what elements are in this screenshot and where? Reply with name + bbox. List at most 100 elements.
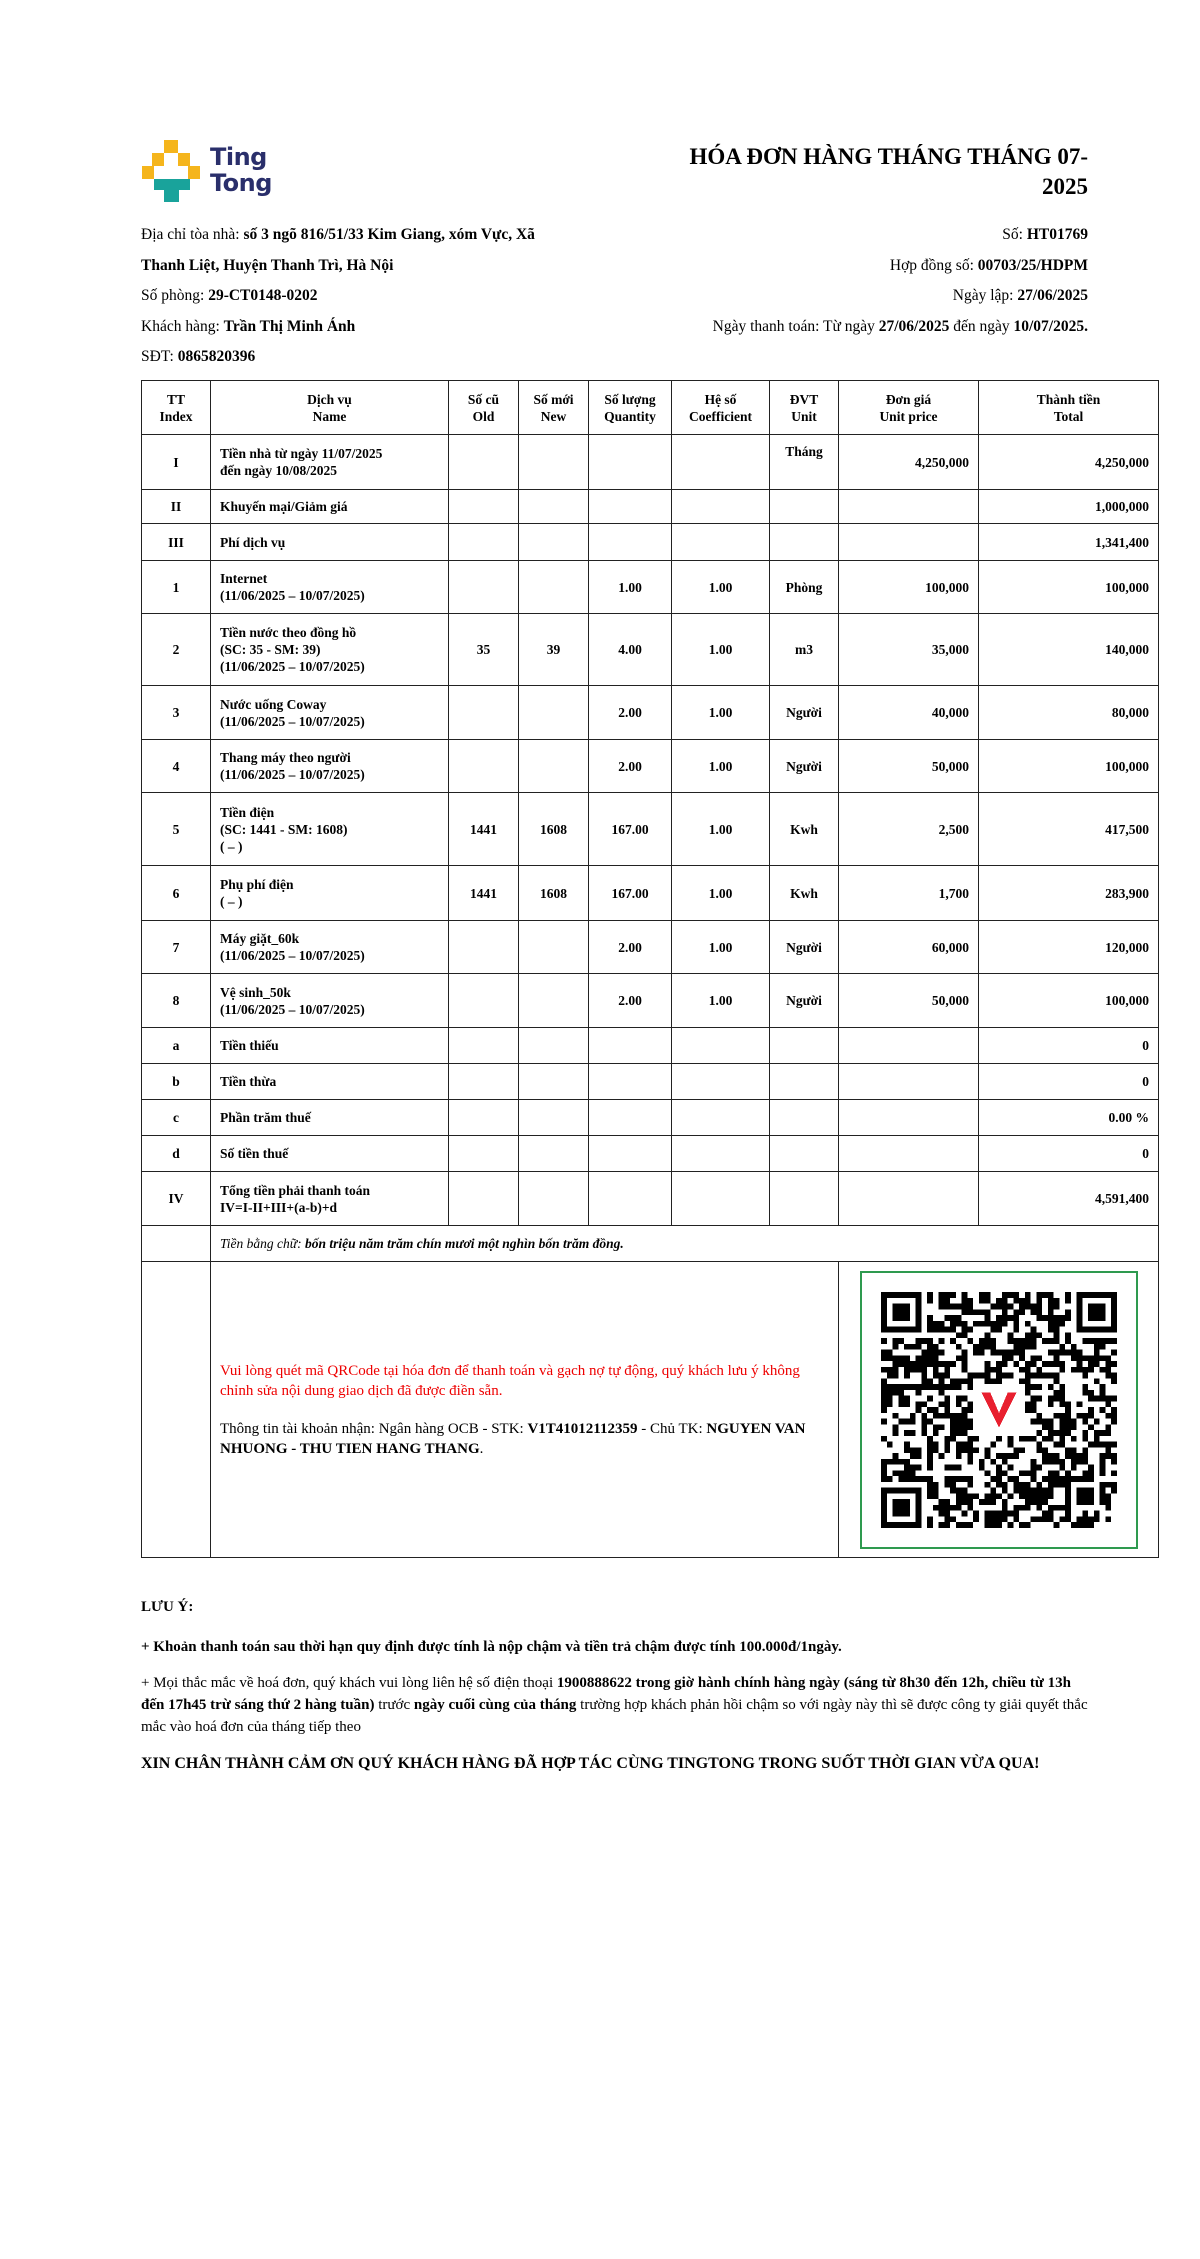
quantity: 2.00	[588, 739, 672, 793]
old-reading: 35	[448, 613, 519, 686]
unit-price: 1,700	[838, 865, 979, 921]
table-row: 8 Vệ sinh_50k (11/06/2025 – 10/07/2025) 2…	[141, 973, 1159, 1028]
service-name: Tiền nhà từ ngày 11/07/2025 đến ngày 10/0…	[210, 434, 449, 490]
coefficient	[671, 1063, 770, 1100]
old-reading	[448, 523, 519, 561]
quantity: 2.00	[588, 685, 672, 740]
address-line-2: Thanh Liệt, Huyện Thanh Trì, Hà Nội	[141, 257, 394, 274]
row-index: a	[141, 1027, 211, 1064]
new-reading	[518, 560, 589, 614]
quantity	[588, 489, 672, 524]
address-line-1: Địa chỉ tòa nhà: số 3 ngõ 816/51/33 Kim …	[141, 226, 535, 243]
quantity	[588, 1171, 672, 1226]
unit: Người	[769, 920, 839, 974]
total: 1,341,400	[978, 523, 1159, 561]
column-header: Số mới New	[518, 380, 589, 435]
inquiry-note: + Mọi thắc mắc về hoá đơn, quý khách vui…	[141, 1675, 1088, 1735]
unit: m3	[769, 613, 839, 686]
unit: Kwh	[769, 792, 839, 866]
row-index: 5	[141, 792, 211, 866]
unit	[769, 1027, 839, 1064]
column-header: Thành tiền Total	[978, 380, 1159, 435]
unit-price: 35,000	[838, 613, 979, 686]
account-info: Thông tin tài khoản nhận: Ngân hàng OCB …	[220, 1420, 806, 1457]
unit-price	[838, 1063, 979, 1100]
service-name: Số tiền thuế	[210, 1135, 449, 1172]
old-reading	[448, 489, 519, 524]
new-reading	[518, 973, 589, 1028]
new-reading: 1608	[518, 792, 589, 866]
quantity	[588, 1027, 672, 1064]
invoice-number: Số: HT01769	[1002, 226, 1088, 243]
coefficient: 1.00	[671, 613, 770, 686]
unit	[769, 523, 839, 561]
new-reading	[518, 739, 589, 793]
column-header: Số lượng Quantity	[588, 380, 672, 435]
coefficient: 1.00	[671, 792, 770, 866]
total: 0	[978, 1027, 1159, 1064]
new-reading	[518, 1135, 589, 1172]
issue-date: Ngày lập: 27/06/2025	[952, 287, 1088, 304]
notes-heading: LƯU Ý:	[141, 1599, 194, 1615]
row-index: 6	[141, 865, 211, 921]
row-index: 8	[141, 973, 211, 1028]
unit-price	[838, 1135, 979, 1172]
service-name: Máy giặt_60k (11/06/2025 – 10/07/2025)	[210, 920, 449, 974]
column-header: Số cũ Old	[448, 380, 519, 435]
row-index: III	[141, 523, 211, 561]
unit-price: 40,000	[838, 685, 979, 740]
customer-phone: SĐT: 0865820396	[141, 348, 256, 365]
table-row: 1 Internet (11/06/2025 – 10/07/2025) 1.00…	[141, 560, 1159, 614]
coefficient: 1.00	[671, 973, 770, 1028]
old-reading	[448, 739, 519, 793]
old-reading	[448, 1099, 519, 1136]
logo-mark-icon	[142, 140, 200, 202]
old-reading	[448, 920, 519, 974]
coefficient	[671, 1099, 770, 1136]
new-reading	[518, 1063, 589, 1100]
table-row: a Tiền thiếu 0	[141, 1027, 1159, 1064]
row-index: II	[141, 489, 211, 524]
unit-price: 50,000	[838, 739, 979, 793]
service-name: Khuyến mại/Giảm giá	[210, 489, 449, 524]
table-row: 4 Thang máy theo người (11/06/2025 – 10/0…	[141, 739, 1159, 793]
tingtong-logo: Ting Tong	[142, 140, 292, 202]
total: 283,900	[978, 865, 1159, 921]
service-name: Internet (11/06/2025 – 10/07/2025)	[210, 560, 449, 614]
quantity: 4.00	[588, 613, 672, 686]
column-header: TT Index	[141, 380, 211, 435]
qr-code-icon[interactable]	[880, 1291, 1117, 1528]
unit: Kwh	[769, 865, 839, 921]
total: 0.00 %	[978, 1099, 1159, 1136]
contract-number: Hợp đồng số: 00703/25/HDPM	[889, 257, 1088, 274]
total: 4,250,000	[978, 434, 1159, 490]
old-reading: 1441	[448, 792, 519, 866]
quantity: 167.00	[588, 792, 672, 866]
unit-price: 100,000	[838, 560, 979, 614]
row-index: d	[141, 1135, 211, 1172]
unit-price: 50,000	[838, 973, 979, 1028]
total: 80,000	[978, 685, 1159, 740]
total: 100,000	[978, 973, 1159, 1028]
service-name: Nước uống Coway (11/06/2025 – 10/07/2025)	[210, 685, 449, 740]
quantity: 2.00	[588, 920, 672, 974]
unit	[769, 1135, 839, 1172]
new-reading	[518, 489, 589, 524]
table-row: d Số tiền thuế 0	[141, 1135, 1159, 1172]
payment-row: Vui lòng quét mã QRCode tại hóa đơn để t…	[141, 1261, 1159, 1558]
row-index: I	[141, 434, 211, 490]
quantity	[588, 434, 672, 490]
unit-price	[838, 1171, 979, 1226]
unit-price: 2,500	[838, 792, 979, 866]
logo-text-ting: Ting	[210, 143, 267, 171]
coefficient: 1.00	[671, 560, 770, 614]
quantity	[588, 1135, 672, 1172]
service-name: Tiền thừa	[210, 1063, 449, 1100]
row-index: 1	[141, 560, 211, 614]
total: 100,000	[978, 560, 1159, 614]
qr-code-frame[interactable]	[859, 1270, 1138, 1549]
table-row: IV Tổng tiền phải thanh toán IV=I-II+III+…	[141, 1171, 1159, 1226]
table-row: II Khuyến mại/Giảm giá 1,000,000	[141, 489, 1159, 524]
row-index: b	[141, 1063, 211, 1100]
total: 417,500	[978, 792, 1159, 866]
